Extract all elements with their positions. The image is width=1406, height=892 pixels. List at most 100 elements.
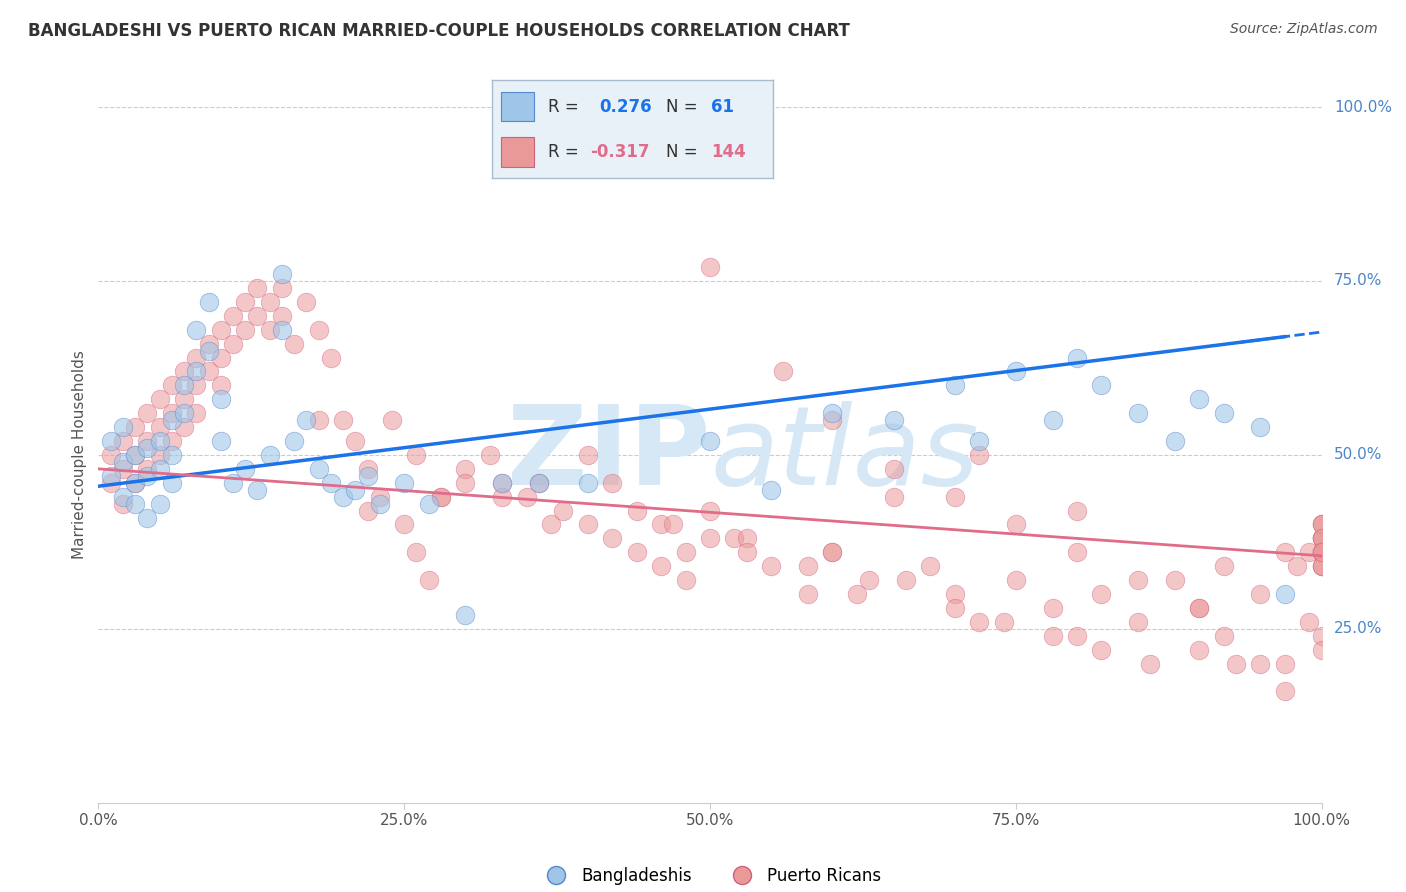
Point — [100, 434, 122, 448]
Point — [259, 323, 281, 337]
Point — [344, 434, 367, 448]
Point — [270, 323, 294, 337]
Point — [124, 475, 146, 490]
Point — [160, 378, 183, 392]
Point — [553, 503, 575, 517]
Point — [209, 323, 232, 337]
Point — [1310, 545, 1333, 559]
Point — [1212, 406, 1234, 420]
Point — [111, 462, 134, 476]
Point — [858, 573, 880, 587]
Text: 75.0%: 75.0% — [1334, 274, 1382, 288]
Point — [418, 573, 440, 587]
Text: Source: ZipAtlas.com: Source: ZipAtlas.com — [1230, 22, 1378, 37]
Point — [197, 364, 219, 378]
Point — [699, 503, 721, 517]
Point — [186, 364, 208, 378]
Point — [149, 434, 172, 448]
Point — [233, 323, 256, 337]
Point — [967, 448, 990, 462]
Point — [136, 441, 159, 455]
Point — [1090, 642, 1112, 657]
Point — [136, 434, 159, 448]
Point — [149, 462, 172, 476]
Point — [540, 517, 562, 532]
Point — [246, 309, 269, 323]
Point — [1310, 532, 1333, 546]
Legend: Bangladeshis, Puerto Ricans: Bangladeshis, Puerto Ricans — [533, 861, 887, 892]
Point — [600, 532, 623, 546]
Point — [626, 503, 648, 517]
Point — [222, 336, 245, 351]
Point — [1310, 545, 1333, 559]
Point — [246, 281, 269, 295]
Point — [173, 420, 195, 434]
Point — [1274, 684, 1296, 698]
Point — [797, 559, 820, 574]
Point — [1310, 517, 1333, 532]
Point — [209, 378, 232, 392]
Point — [491, 475, 513, 490]
Text: N =: N = — [666, 143, 697, 161]
Point — [650, 559, 672, 574]
Point — [173, 364, 195, 378]
Point — [993, 615, 1015, 629]
Point — [1042, 413, 1064, 427]
Point — [723, 532, 745, 546]
Point — [1310, 545, 1333, 559]
Point — [675, 545, 697, 559]
Point — [111, 497, 134, 511]
Point — [1128, 615, 1150, 629]
Point — [491, 490, 513, 504]
Point — [1212, 559, 1234, 574]
Point — [1249, 657, 1271, 671]
Point — [136, 406, 159, 420]
Point — [209, 351, 232, 365]
Point — [1042, 629, 1064, 643]
Point — [454, 607, 477, 622]
Point — [1164, 573, 1187, 587]
Point — [821, 406, 844, 420]
Text: 61: 61 — [711, 98, 734, 116]
Point — [124, 448, 146, 462]
Point — [233, 462, 256, 476]
Point — [1042, 601, 1064, 615]
Point — [967, 615, 990, 629]
Point — [160, 413, 183, 427]
Point — [1090, 378, 1112, 392]
Text: 100.0%: 100.0% — [1334, 100, 1392, 114]
Point — [295, 294, 318, 309]
Point — [1310, 545, 1333, 559]
Point — [1274, 657, 1296, 671]
Point — [356, 462, 378, 476]
Point — [173, 378, 195, 392]
Point — [308, 323, 330, 337]
Point — [1004, 517, 1026, 532]
Point — [1164, 434, 1187, 448]
Point — [136, 462, 159, 476]
Point — [1188, 392, 1211, 407]
Point — [418, 497, 440, 511]
Point — [699, 532, 721, 546]
Point — [943, 490, 966, 504]
Point — [160, 475, 183, 490]
Text: 50.0%: 50.0% — [1334, 448, 1382, 462]
Point — [430, 490, 453, 504]
Point — [332, 413, 354, 427]
Point — [527, 475, 550, 490]
Point — [761, 483, 783, 497]
Y-axis label: Married-couple Households: Married-couple Households — [72, 351, 87, 559]
Point — [699, 260, 721, 274]
Point — [356, 503, 378, 517]
Point — [136, 468, 159, 483]
Point — [491, 475, 513, 490]
Point — [1310, 532, 1333, 546]
Text: 25.0%: 25.0% — [1334, 622, 1382, 636]
Point — [124, 497, 146, 511]
Point — [173, 392, 195, 407]
Point — [478, 448, 501, 462]
Point — [1004, 364, 1026, 378]
Point — [600, 475, 623, 490]
Point — [381, 413, 404, 427]
Point — [222, 475, 245, 490]
